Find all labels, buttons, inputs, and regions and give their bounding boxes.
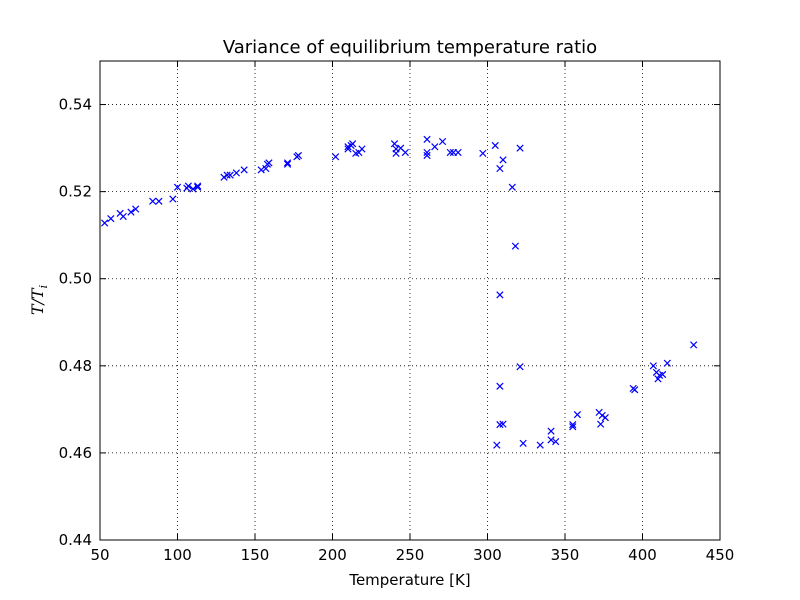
data-point [454, 148, 462, 157]
data-point [479, 149, 487, 157]
data-point [547, 436, 555, 444]
data-point [223, 171, 231, 179]
data-point [493, 441, 501, 449]
x-tick-label: 250 [396, 546, 425, 564]
data-point [511, 242, 520, 250]
y-tick-label: 0.44 [59, 531, 92, 549]
y-axis-label-subscript: i [37, 285, 50, 289]
data-point [194, 183, 202, 191]
data-point [390, 140, 399, 148]
data-point [240, 166, 248, 174]
data-point [536, 441, 544, 449]
data-point [601, 414, 609, 422]
data-point [663, 359, 671, 367]
y-axis-label-t: T [28, 303, 47, 315]
data-point [226, 171, 234, 179]
data-point [496, 382, 504, 390]
x-tick-label: 450 [706, 546, 735, 564]
x-tick-label: 350 [551, 546, 580, 564]
data-point [491, 141, 499, 150]
y-axis-label-slash: / [28, 297, 47, 306]
data-point [631, 386, 639, 394]
data-point [169, 195, 177, 203]
data-point [149, 197, 157, 205]
y-tick-label: 0.52 [59, 183, 92, 201]
x-axis-label: Temperature [K] [348, 571, 470, 589]
data-point [189, 185, 197, 193]
y-tick-label: 0.48 [59, 357, 92, 375]
data-point [265, 159, 273, 167]
data-point [438, 137, 447, 146]
data-point [431, 143, 439, 151]
y-axis-label-t2: T [28, 287, 47, 299]
data-point [232, 169, 241, 177]
data-point [331, 153, 340, 161]
data-point [283, 159, 292, 167]
data-point [423, 151, 431, 160]
data-point [294, 151, 303, 160]
data-point [257, 166, 265, 174]
data-point [220, 173, 228, 181]
data-point [496, 291, 504, 299]
data-point [499, 156, 507, 164]
data-markers [101, 135, 698, 449]
data-point [349, 140, 357, 148]
data-point [598, 411, 606, 420]
data-point [516, 363, 524, 371]
x-tick-label: 300 [473, 546, 502, 564]
data-point [401, 148, 409, 157]
data-point [423, 148, 431, 157]
data-point [519, 439, 527, 447]
data-point [659, 370, 667, 379]
data-point [262, 164, 270, 173]
x-tick-label: 150 [241, 546, 270, 564]
data-point [496, 164, 504, 173]
data-point [132, 205, 140, 213]
chart-title: Variance of equilibrium temperature rati… [223, 37, 597, 58]
data-point [569, 420, 577, 429]
axis-ticks: 50 100 150 200 250 300 350 400 450 0.44 0.46 0.48 0.… [59, 61, 735, 564]
grid-lines [100, 61, 720, 540]
data-point [173, 183, 182, 191]
data-point [194, 182, 202, 190]
data-point [283, 160, 292, 168]
x-tick-label: 200 [318, 546, 347, 564]
x-tick-label: 50 [90, 546, 109, 564]
data-point [516, 144, 524, 152]
data-point [446, 148, 454, 157]
y-axis-label: T/Ti [28, 285, 50, 315]
data-point [508, 183, 516, 191]
data-point [573, 410, 582, 419]
data-point [597, 420, 605, 428]
y-tick-label: 0.54 [59, 96, 92, 114]
data-point [423, 135, 431, 144]
data-point [155, 197, 163, 205]
data-point [569, 423, 577, 431]
data-point [107, 215, 115, 223]
data-point [552, 437, 560, 446]
y-tick-label: 0.46 [59, 444, 92, 462]
data-point [649, 362, 657, 370]
data-point [184, 182, 192, 190]
y-tick-label: 0.50 [59, 270, 92, 288]
data-point [690, 341, 698, 349]
data-point [127, 208, 135, 216]
data-point [119, 212, 127, 221]
data-point [101, 219, 109, 227]
data-point [358, 145, 366, 153]
data-point [499, 420, 507, 428]
x-tick-label: 400 [628, 546, 657, 564]
data-point [547, 427, 555, 435]
x-tick-label: 100 [163, 546, 192, 564]
